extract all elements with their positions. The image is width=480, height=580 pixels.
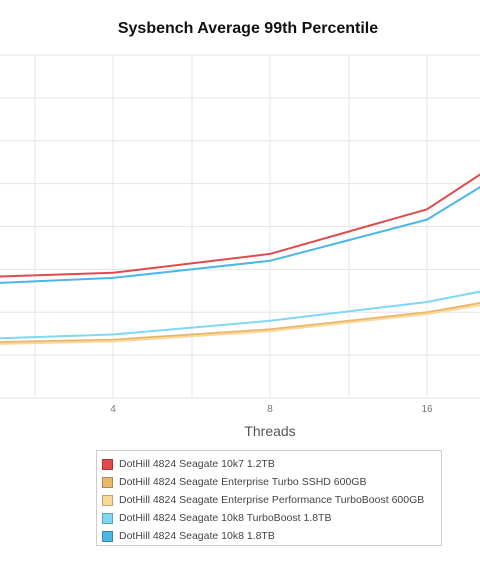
legend-item[interactable]: DotHill 4824 Seagate Enterprise Performa… bbox=[102, 491, 441, 509]
legend-item[interactable]: DotHill 4824 Seagate 10k8 1.8TB bbox=[102, 527, 441, 545]
series-line bbox=[0, 173, 480, 278]
legend-swatch bbox=[102, 458, 113, 470]
legend: DotHill 4824 Seagate 10k7 1.2TB DotHill … bbox=[96, 450, 442, 546]
line-chart: 4 8 16 bbox=[0, 54, 480, 415]
legend-label: DotHill 4824 Seagate Enterprise Turbo SS… bbox=[119, 476, 367, 488]
x-axis-title: Threads bbox=[244, 423, 296, 439]
legend-label: DotHill 4824 Seagate 10k8 1.8TB bbox=[119, 530, 275, 542]
series-line bbox=[0, 186, 480, 284]
series-line bbox=[0, 304, 480, 345]
legend-item[interactable]: DotHill 4824 Seagate 10k7 1.2TB bbox=[102, 455, 441, 473]
legend-label: DotHill 4824 Seagate 10k8 TurboBoost 1.8… bbox=[119, 512, 332, 524]
legend-item[interactable]: DotHill 4824 Seagate 10k8 TurboBoost 1.8… bbox=[102, 509, 441, 527]
chart-title: Sysbench Average 99th Percentile bbox=[117, 20, 379, 37]
x-tick-label: 8 bbox=[267, 404, 273, 415]
legend-label: DotHill 4824 Seagate Enterprise Performa… bbox=[119, 494, 425, 506]
legend-swatch bbox=[102, 494, 113, 506]
legend-item[interactable]: DotHill 4824 Seagate Enterprise Turbo SS… bbox=[102, 473, 441, 491]
x-tick-label: 16 bbox=[421, 404, 433, 415]
x-tick-label: 4 bbox=[110, 404, 116, 415]
legend-swatch bbox=[102, 530, 113, 542]
legend-label: DotHill 4824 Seagate 10k7 1.2TB bbox=[119, 458, 275, 470]
series-line bbox=[0, 290, 480, 340]
series-line bbox=[0, 302, 480, 344]
legend-swatch bbox=[102, 512, 113, 524]
legend-swatch bbox=[102, 476, 113, 488]
